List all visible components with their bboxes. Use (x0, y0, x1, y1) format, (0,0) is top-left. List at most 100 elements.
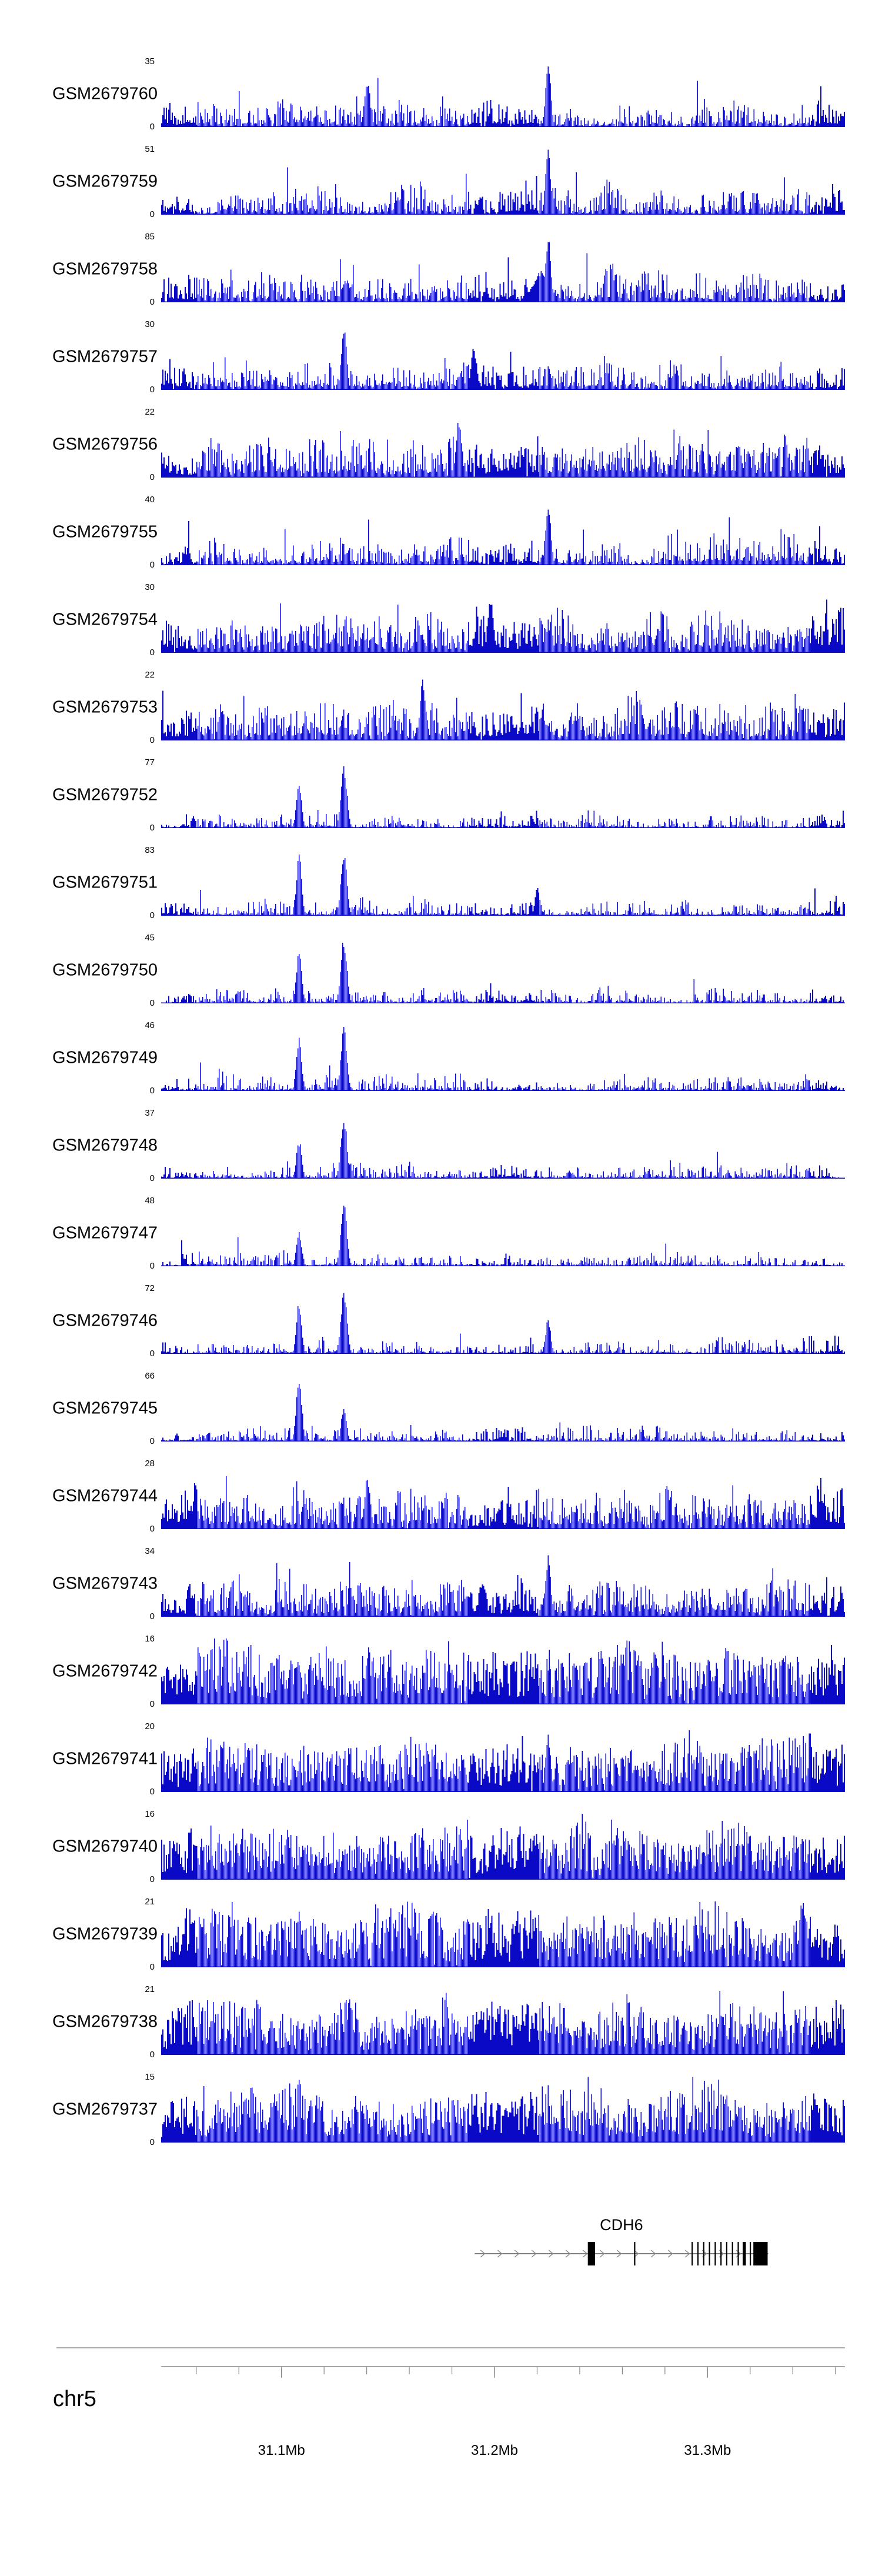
coverage-signal (161, 1027, 845, 1091)
coverage-signal (161, 1206, 845, 1266)
strand-chevron-icon (565, 2250, 571, 2258)
exon-box (691, 2242, 693, 2265)
y-axis-max-label: 48 (145, 1196, 155, 1206)
track-label: GSM2679760 (52, 84, 158, 104)
y-axis-zero-label: 0 (149, 1173, 155, 1183)
exon-box (634, 2242, 636, 2265)
y-axis-zero-label: 0 (149, 1874, 155, 1884)
coverage-signal (161, 943, 845, 1003)
track-label: GSM2679758 (52, 259, 158, 279)
track-row: GSM2679745 66 0 (0, 1357, 882, 1446)
strand-chevron-icon (548, 2250, 554, 2258)
y-axis-max-label: 34 (145, 1546, 155, 1556)
coverage-signal (161, 1901, 845, 1967)
track-row: GSM2679744 28 0 (0, 1444, 882, 1534)
coverage-signal (161, 1814, 845, 1880)
exon-box (703, 2242, 704, 2265)
y-axis-max-label: 85 (145, 232, 155, 242)
y-axis-zero-label: 0 (149, 2137, 155, 2147)
track-label: GSM2679741 (52, 1749, 158, 1769)
track-row: GSM2679748 37 0 (0, 1094, 882, 1183)
chromosome-label: chr5 (53, 2387, 96, 2411)
y-axis-max-label: 66 (145, 1371, 155, 1381)
track-label: GSM2679748 (52, 1136, 158, 1155)
track-row: GSM2679752 77 0 (0, 743, 882, 832)
coverage-signal (161, 332, 845, 390)
coverage-signal (161, 2077, 845, 2143)
strand-chevron-icon (650, 2250, 656, 2258)
coverage-signal (161, 1555, 845, 1617)
y-axis-zero-label: 0 (149, 122, 155, 132)
track-label: GSM2679756 (52, 435, 158, 454)
strand-chevron-icon (633, 2250, 639, 2258)
strand-chevron-icon (582, 2250, 588, 2258)
y-axis-zero-label: 0 (149, 1962, 155, 1972)
track-row: GSM2679746 72 0 (0, 1269, 882, 1358)
coverage-signal (161, 1639, 845, 1704)
y-axis-max-label: 77 (145, 758, 155, 768)
coverage-signal (161, 509, 845, 565)
y-axis-max-label: 28 (145, 1459, 155, 1469)
axis-separator (56, 2347, 845, 2348)
exon-box (737, 2242, 739, 2265)
track-row: GSM2679747 48 0 (0, 1182, 882, 1270)
y-axis-zero-label: 0 (149, 560, 155, 570)
axis-tick-label: 31.1Mb (258, 2442, 305, 2458)
track-label: GSM2679753 (52, 698, 158, 717)
y-axis-zero-label: 0 (149, 1524, 155, 1534)
y-axis-zero-label: 0 (149, 910, 155, 920)
coverage-signal (161, 855, 845, 916)
y-axis-zero-label: 0 (149, 1436, 155, 1446)
y-axis-max-label: 83 (145, 845, 155, 855)
track-label: GSM2679751 (52, 873, 158, 892)
y-axis-zero-label: 0 (149, 297, 155, 307)
track-label: GSM2679742 (52, 1661, 158, 1681)
track-row: GSM2679741 20 0 (0, 1707, 882, 1796)
exon-box (720, 2242, 722, 2265)
exon-box (726, 2242, 727, 2265)
exon-box (587, 2242, 595, 2265)
track-row: GSM2679760 35 0 (0, 42, 882, 132)
exon-box (709, 2242, 710, 2265)
track-row: GSM2679753 22 0 (0, 656, 882, 745)
exon-box (731, 2242, 733, 2265)
exon-box (697, 2242, 699, 2265)
track-label: GSM2679754 (52, 610, 158, 629)
track-row: GSM2679749 46 0 (0, 1006, 882, 1095)
gene-name-label: CDH6 (600, 2216, 643, 2234)
coverage-signal (161, 422, 845, 478)
coverage-signal (161, 1476, 845, 1529)
track-label: GSM2679749 (52, 1048, 158, 1067)
y-axis-zero-label: 0 (149, 998, 155, 1008)
track-row: GSM2679756 22 0 (0, 393, 882, 482)
y-axis-max-label: 21 (145, 1897, 155, 1907)
track-label: GSM2679738 (52, 2012, 158, 2031)
track-label: GSM2679747 (52, 1223, 158, 1243)
track-label: GSM2679737 (52, 2100, 158, 2119)
track-row: GSM2679740 16 0 (0, 1795, 882, 1884)
track-row: GSM2679737 15 0 (0, 2058, 882, 2147)
track-row: GSM2679758 85 0 (0, 218, 882, 307)
coverage-signal (161, 149, 845, 215)
strand-chevron-icon (684, 2250, 690, 2258)
y-axis-max-label: 15 (145, 2072, 155, 2082)
y-axis-zero-label: 0 (149, 735, 155, 745)
strand-chevron-icon (480, 2250, 486, 2258)
strand-chevron-icon (599, 2250, 605, 2258)
y-axis-max-label: 35 (145, 56, 155, 66)
y-axis-max-label: 46 (145, 1020, 155, 1030)
coverage-signal (161, 1730, 845, 1792)
y-axis-max-label: 22 (145, 407, 155, 417)
y-axis-max-label: 16 (145, 1809, 155, 1819)
track-label: GSM2679744 (52, 1486, 158, 1506)
track-row: GSM2679739 21 0 (0, 1883, 882, 1972)
y-axis-max-label: 72 (145, 1283, 155, 1293)
track-label: GSM2679755 (52, 522, 158, 542)
strand-chevron-icon (514, 2250, 520, 2258)
coverage-signal (161, 1384, 845, 1442)
y-axis-zero-label: 0 (149, 385, 155, 395)
coverage-signal (161, 599, 845, 653)
strand-chevron-icon (616, 2250, 622, 2258)
track-row: GSM2679759 51 0 (0, 130, 882, 219)
y-axis-max-label: 21 (145, 1984, 155, 1994)
